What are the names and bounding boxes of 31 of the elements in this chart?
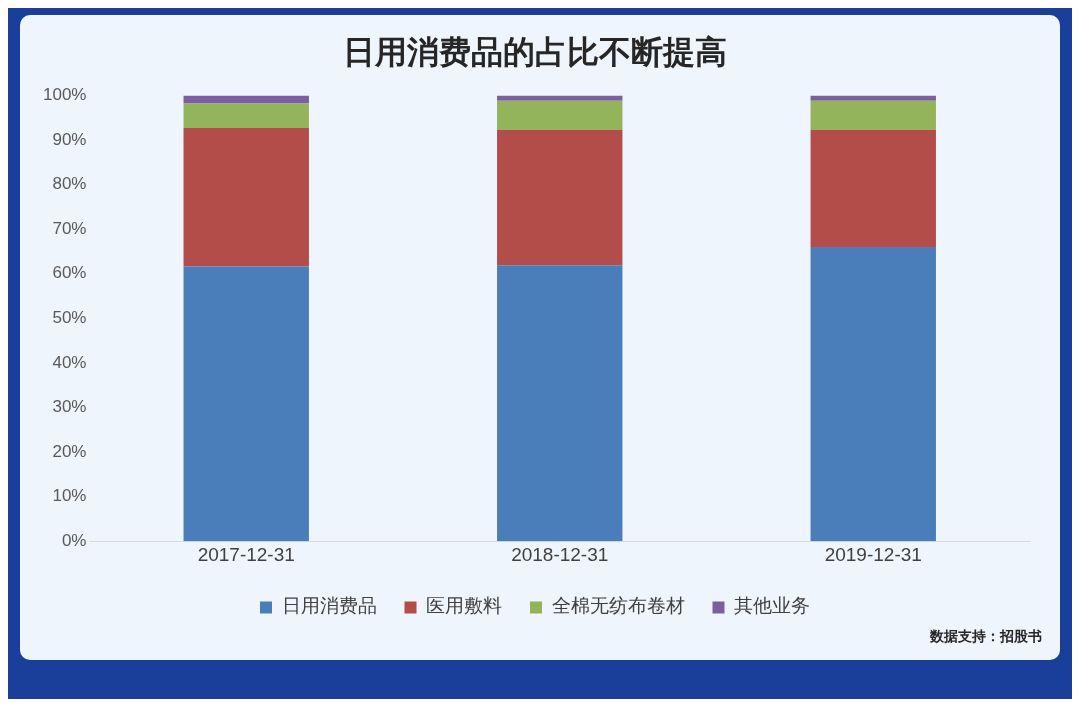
y-tick-label: 70% xyxy=(52,218,87,238)
bar xyxy=(810,246,936,542)
y-tick-label: 0% xyxy=(61,530,87,550)
bar xyxy=(497,129,623,266)
y-tick-label: 90% xyxy=(52,129,87,149)
y-tick-label: 20% xyxy=(52,441,87,461)
y-tick-label: 10% xyxy=(52,486,87,506)
y-tick-label: 50% xyxy=(52,307,87,327)
bar xyxy=(183,127,309,267)
y-tick-label: 100% xyxy=(43,85,87,105)
legend-label: 其他业务 xyxy=(734,594,810,617)
x-tick-label: 2019-12-31 xyxy=(824,543,922,565)
text: 数据支持：招股书 xyxy=(930,628,1042,646)
legend-label: 全棉无纺布卷材 xyxy=(551,594,685,617)
bar xyxy=(183,266,309,542)
x-tick-label: 2017-12-31 xyxy=(197,543,295,565)
legend-label: 医用敷料 xyxy=(426,594,502,617)
legend-label: 日用消费品 xyxy=(281,594,377,617)
bar xyxy=(810,100,936,130)
y-tick-label: 60% xyxy=(52,263,87,283)
bar xyxy=(810,129,936,247)
bar xyxy=(497,265,623,542)
y-tick-label: 40% xyxy=(52,352,87,372)
bar xyxy=(497,100,623,130)
x-tick-label: 2018-12-31 xyxy=(511,543,609,565)
chart-title: 日用消费品的占比不断提高 xyxy=(343,32,727,71)
bar xyxy=(183,103,309,128)
bar xyxy=(810,95,936,101)
y-tick-label: 30% xyxy=(52,397,87,417)
y-tick-label: 80% xyxy=(52,174,87,194)
bar xyxy=(497,95,623,101)
